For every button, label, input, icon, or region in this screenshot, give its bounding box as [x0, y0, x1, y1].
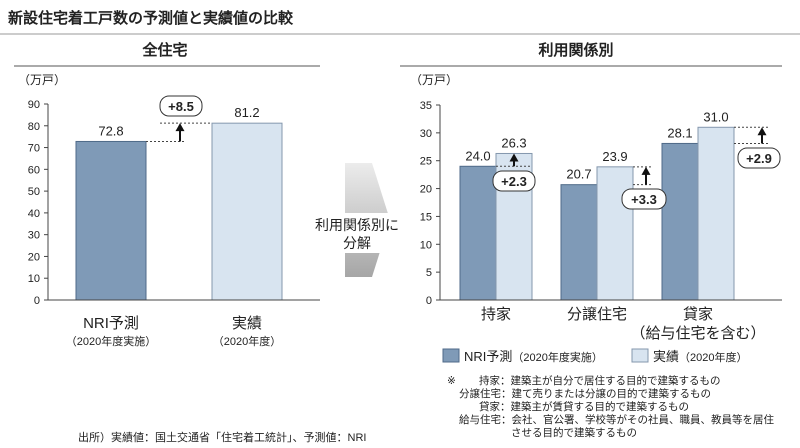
y-tick-label: 30 — [28, 230, 40, 242]
bar-forecast — [661, 142, 699, 301]
decompose-label-line2: 分解 — [343, 235, 371, 251]
note-line: 貸家：建築主が賃貸する目的で建築するもの — [479, 400, 689, 413]
x-category-label: 持家 — [481, 306, 511, 323]
y-unit-label-by-usage: （万戸） — [410, 73, 458, 87]
panel-title-all-housing: 全住宅 — [141, 41, 187, 59]
decompose-arrow: 利用関係別に 分解 — [311, 163, 403, 277]
x-category-note: （給与住宅を含む） — [630, 325, 765, 342]
y-tick-label: 90 — [28, 99, 40, 111]
difference-badge — [621, 188, 667, 210]
legend-series-name-actual: 実績 — [653, 349, 679, 364]
y-tick-label: 35 — [420, 100, 432, 112]
definition-notes: ※ 持家：建築主が自分で居住する目的で建築するもの 分譲住宅：建て売りまたは分譲… — [447, 374, 774, 439]
y-tick-label: 10 — [28, 273, 40, 285]
y-tick-label: 0 — [426, 295, 432, 307]
legend-series-note-actual: （2020年度） — [679, 350, 747, 364]
value-label: 24.0 — [465, 148, 490, 163]
bar-actual — [596, 166, 634, 301]
value-label: 26.3 — [501, 135, 526, 150]
value-label: 72.8 — [98, 123, 123, 138]
y-tick-label: 25 — [420, 156, 432, 168]
y-tick-label: 15 — [420, 211, 432, 223]
y-tick-label: 70 — [28, 143, 40, 155]
y-tick-label: 20 — [420, 184, 432, 196]
note-line: 持家：建築主が自分で居住する目的で建築するもの — [479, 374, 721, 387]
x-category-label: 貸家 — [683, 306, 713, 323]
difference-arrow-head-icon — [509, 153, 519, 162]
difference-badge-text: +2.9 — [746, 151, 772, 166]
difference-badge — [737, 147, 781, 169]
value-label: 31.0 — [703, 109, 728, 124]
page-title: 新設住宅着工戸数の予測値と実績値の比較 — [8, 9, 294, 27]
decompose-label-line1: 利用関係別に — [315, 217, 399, 233]
legend-series-note-forecast: （2020年度実施） — [512, 350, 602, 364]
legend-series-name-forecast: NRI予測 — [464, 349, 512, 364]
legend-label-forecast: NRI予測（2020年度実施） — [464, 349, 603, 364]
difference-badge-text: +8.5 — [168, 99, 194, 114]
difference-badge — [159, 95, 203, 117]
bar-forecast — [459, 165, 497, 301]
y-tick-label: 60 — [28, 164, 40, 176]
bar-forecast — [75, 140, 147, 301]
legend: NRI予測（2020年度実施） 実績（2020年度） — [442, 348, 748, 364]
value-label: 20.7 — [566, 167, 591, 182]
note-line: 分譲住宅：建て売りまたは分譲の目的で建築するもの — [459, 387, 711, 400]
panel-title-by-usage: 利用関係別 — [538, 41, 613, 59]
y-tick-label: 10 — [420, 239, 432, 251]
x-category-note: （2020年度） — [213, 334, 281, 348]
difference-badge — [492, 170, 536, 192]
value-label: 28.1 — [667, 125, 692, 140]
y-tick-label: 30 — [420, 128, 432, 140]
bar-actual — [697, 126, 735, 301]
difference-arrow-head-icon — [175, 123, 185, 132]
difference-badge-text: +3.3 — [631, 192, 657, 207]
y-tick-label: 20 — [28, 251, 40, 263]
y-tick-label: 80 — [28, 121, 40, 133]
y-tick-label: 0 — [34, 295, 40, 307]
x-category-label: NRI予測 — [83, 315, 139, 332]
y-tick-label: 40 — [28, 208, 40, 220]
value-label: 81.2 — [234, 105, 259, 120]
y-tick-label: 5 — [426, 267, 432, 279]
note-line: させる目的で建築するもの — [511, 426, 637, 439]
value-label: 23.9 — [602, 149, 627, 164]
decompose-label-background — [311, 213, 403, 253]
chart-all-housing: 0 10 20 30 40 50 60 70 80 90 72.8 81.2 NRI予測 （2020年度実… — [28, 95, 320, 348]
difference-arrow-head-icon — [641, 166, 651, 175]
x-category-label: 実績 — [232, 315, 262, 332]
legend-swatch-forecast — [442, 348, 460, 363]
y-tick-label: 50 — [28, 186, 40, 198]
legend-swatch-actual — [631, 348, 649, 363]
note-line: 給与住宅：会社、官公署、学校等がその社員、職員、教員等を居住 — [459, 413, 774, 426]
y-unit-label-all-housing: （万戸） — [18, 73, 66, 87]
difference-arrow-head-icon — [757, 127, 767, 136]
bar-forecast — [560, 184, 598, 301]
difference-badge-text: +2.3 — [501, 174, 527, 189]
x-category-label: 分譲住宅 — [567, 306, 627, 323]
legend-label-actual: 実績（2020年度） — [653, 349, 748, 364]
source-note: 出所）実績値：国土交通省「住宅着工統計」、予測値：NRI — [78, 430, 366, 444]
bar-actual — [211, 122, 283, 301]
chart-by-usage: 0 5 10 15 20 25 30 35 24.0 20.7 28.1 26.3 23.9 31.0 持家… — [420, 100, 782, 342]
note-mark: ※ — [447, 375, 456, 387]
x-category-note: （2020年度実施） — [66, 334, 156, 348]
